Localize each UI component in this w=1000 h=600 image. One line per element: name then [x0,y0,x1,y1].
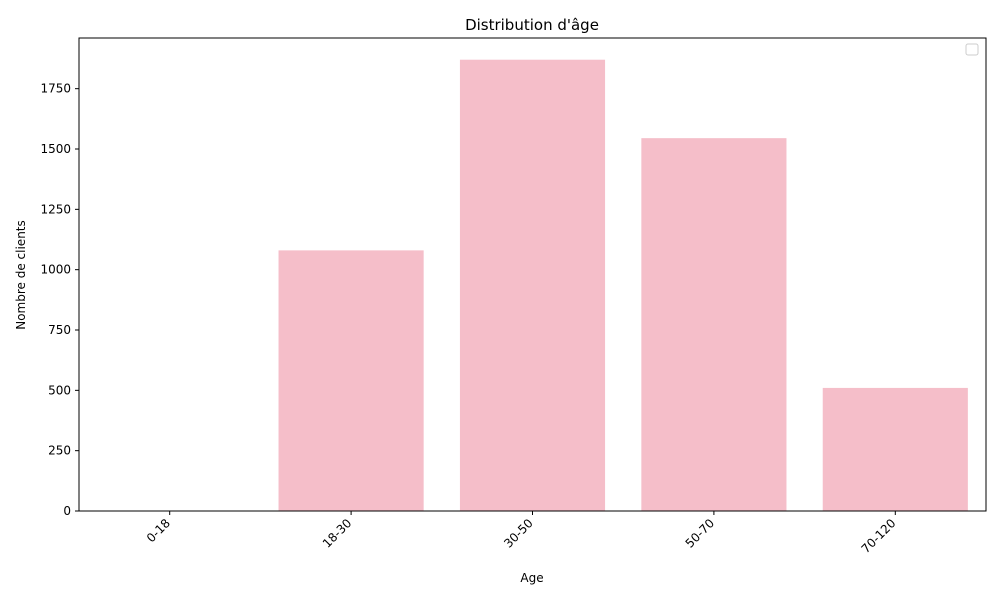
plot-area: 0 250 500 750 1000 1250 1500 1750 0-18 18-30 30-50… [40,59,968,556]
y-tick-label: 500 [48,383,71,397]
x-tick-label: 30-50 [501,516,536,551]
x-tick-label: 0-18 [144,516,173,545]
plot-frame [78,37,987,512]
x-tick-label: 18-30 [320,516,355,551]
bar-70-120 [822,387,968,511]
legend [965,43,979,56]
y-tick-label: 1750 [40,82,71,96]
x-tick-label: 50-70 [683,516,718,551]
x-axis-title: Age [520,571,543,585]
bar-50-70 [641,138,787,511]
y-axis-title: Nombre de clients [14,220,28,330]
bar-30-50 [459,59,606,511]
legend-box [965,43,979,56]
x-tick-label: 70-120 [859,516,899,556]
y-tick-label: 1250 [40,202,71,216]
y-tick-label: 0 [63,504,71,518]
chart-title: Distribution d'âge [465,16,599,34]
y-tick-label: 1500 [40,142,71,156]
y-tick-label: 1000 [40,263,71,277]
bar-18-30 [278,250,424,511]
y-tick-label: 750 [48,323,71,337]
y-tick-label: 250 [48,444,71,458]
